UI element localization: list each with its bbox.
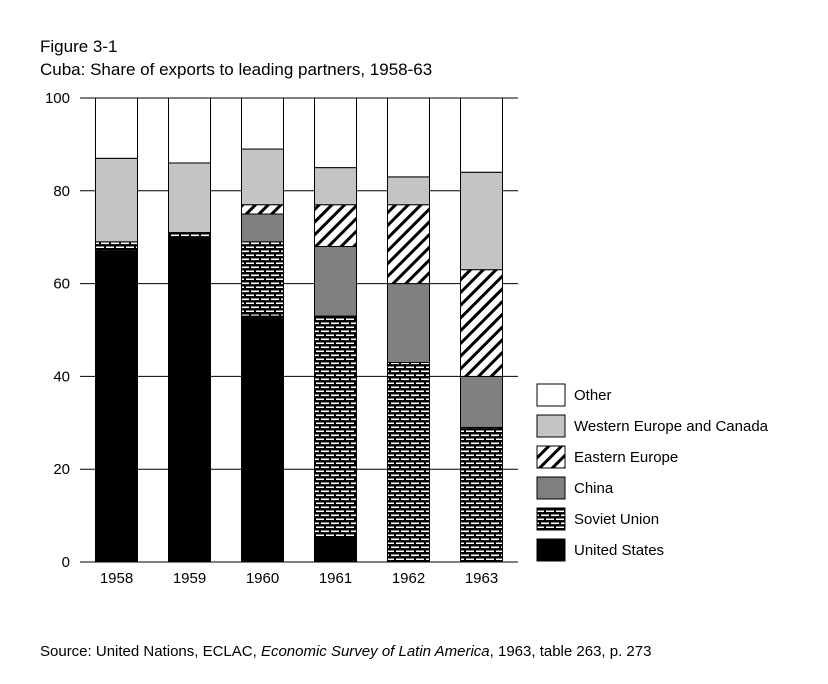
legend-label-soviet-union: Soviet Union xyxy=(574,511,659,528)
legend-swatch-other xyxy=(536,383,566,407)
bar-1963-soviet-union xyxy=(460,426,503,563)
bar-1958-united-states xyxy=(95,250,138,563)
y-tick-label-60: 60 xyxy=(53,276,70,293)
y-tick-label-20: 20 xyxy=(53,461,70,478)
legend: Other Western Europe and Canada Eastern Eu… xyxy=(536,383,769,562)
bar-1958-western-europe-and-canada xyxy=(95,157,138,243)
legend-swatch-soviet-union xyxy=(536,507,566,531)
bar-1963-eastern-europe xyxy=(460,269,503,377)
figure-label: Figure 3-1 xyxy=(40,37,117,56)
bar-1960-soviet-union xyxy=(241,241,284,317)
bar-1960-china xyxy=(241,213,284,243)
x-axis: 1958 1959 1960 1961 1962 1963 xyxy=(100,570,498,587)
bar-1960-united-states xyxy=(241,315,284,563)
legend-swatch-eastern-europe xyxy=(536,445,566,469)
bar-1962-western-europe-and-canada xyxy=(387,176,430,206)
legend-label-united-states: United States xyxy=(574,542,664,559)
bars xyxy=(95,97,503,563)
bar-1961-eastern-europe xyxy=(314,204,357,247)
bar-1962-other xyxy=(387,97,430,178)
chart-title: Cuba: Share of exports to leading partne… xyxy=(40,60,432,79)
legend-label-china: China xyxy=(574,480,614,497)
x-tick-label-1961: 1961 xyxy=(319,570,352,587)
bar-1961-soviet-union xyxy=(314,315,357,540)
bar-1959-soviet-union xyxy=(168,232,211,238)
bar-1962-eastern-europe xyxy=(387,204,430,285)
source-title: Economic Survey of Latin America xyxy=(261,643,490,660)
legend-label-western-europe-and-canada: Western Europe and Canada xyxy=(574,418,769,435)
y-tick-label-0: 0 xyxy=(62,554,70,571)
x-tick-label-1960: 1960 xyxy=(246,570,279,587)
bar-1958-soviet-union xyxy=(95,241,138,252)
bar-1958-other xyxy=(95,97,138,159)
bar-1961-other xyxy=(314,97,357,169)
legend-swatch-western-europe-and-canada xyxy=(536,414,566,438)
legend-label-eastern-europe: Eastern Europe xyxy=(574,449,678,466)
y-tick-label-80: 80 xyxy=(53,183,70,200)
bar-1963-western-europe-and-canada xyxy=(460,171,503,271)
y-tick-label-40: 40 xyxy=(53,368,70,385)
x-tick-label-1963: 1963 xyxy=(465,570,498,587)
source-note: Source: United Nations, ECLAC, Economic … xyxy=(40,643,651,660)
x-tick-label-1962: 1962 xyxy=(392,570,425,587)
y-axis: 0 20 40 60 80 100 xyxy=(45,90,70,571)
source-suffix: , 1963, table 263, p. 273 xyxy=(490,643,652,660)
bar-1963-china xyxy=(460,375,503,428)
gridlines xyxy=(80,97,518,563)
x-tick-label-1959: 1959 xyxy=(173,570,206,587)
source-prefix: Source: United Nations, ECLAC, xyxy=(40,643,261,660)
bar-1962-soviet-union xyxy=(387,361,430,563)
legend-swatch-china xyxy=(536,476,566,500)
bar-1962-china xyxy=(387,283,430,363)
bar-1961-united-states xyxy=(314,538,357,563)
bar-1961-china xyxy=(314,245,357,317)
legend-label-other: Other xyxy=(574,387,612,404)
bar-1961-western-europe-and-canada xyxy=(314,167,357,206)
bar-1963-other xyxy=(460,97,503,173)
legend-swatch-united-states xyxy=(536,538,566,562)
y-tick-label-100: 100 xyxy=(45,90,70,107)
bar-1959-western-europe-and-canada xyxy=(168,162,211,234)
bar-1960-eastern-europe xyxy=(241,204,284,215)
bar-1960-western-europe-and-canada xyxy=(241,148,284,206)
bar-1959-united-states xyxy=(168,236,211,563)
bar-1960-other xyxy=(241,97,284,150)
bar-1959-other xyxy=(168,97,211,164)
x-tick-label-1958: 1958 xyxy=(100,570,133,587)
